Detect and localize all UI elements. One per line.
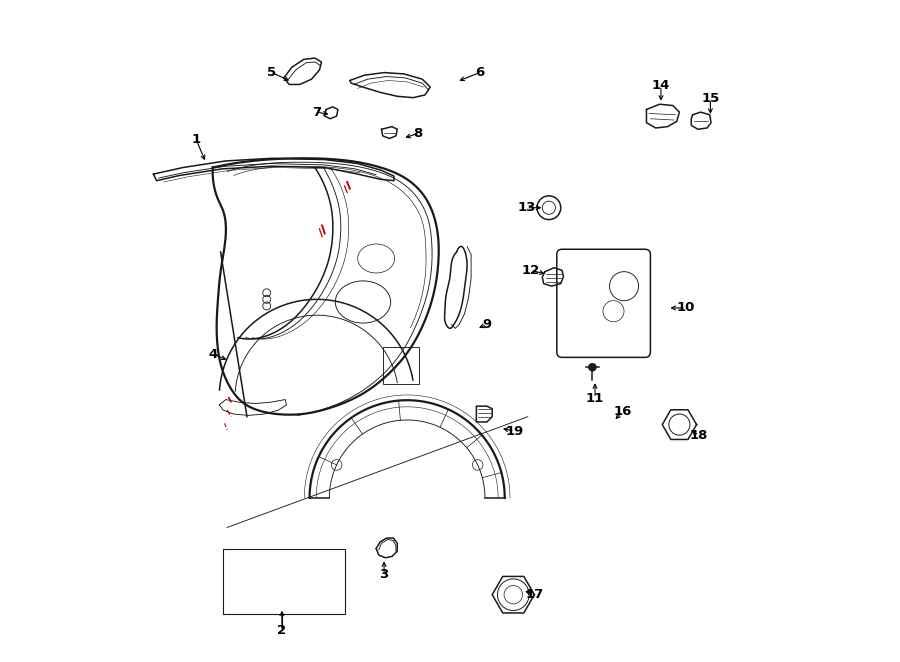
Circle shape: [589, 363, 597, 371]
Text: 2: 2: [277, 624, 286, 638]
Text: 13: 13: [518, 201, 536, 214]
Text: 3: 3: [380, 569, 389, 581]
Text: 5: 5: [267, 66, 276, 79]
Text: 7: 7: [312, 106, 321, 118]
Text: 15: 15: [701, 93, 719, 105]
Text: 1: 1: [192, 133, 201, 146]
Text: 14: 14: [652, 79, 670, 92]
Bar: [222, 549, 345, 614]
Text: 12: 12: [521, 264, 540, 277]
Text: 17: 17: [526, 589, 544, 601]
Text: 4: 4: [208, 348, 217, 361]
Text: 9: 9: [482, 318, 491, 331]
Text: 19: 19: [506, 425, 524, 438]
Text: 8: 8: [414, 126, 423, 140]
Text: 11: 11: [586, 392, 604, 404]
Text: 10: 10: [677, 301, 695, 314]
Text: 18: 18: [690, 429, 708, 442]
Bar: [382, 348, 419, 384]
Text: 6: 6: [475, 66, 484, 79]
Text: 16: 16: [614, 405, 632, 418]
